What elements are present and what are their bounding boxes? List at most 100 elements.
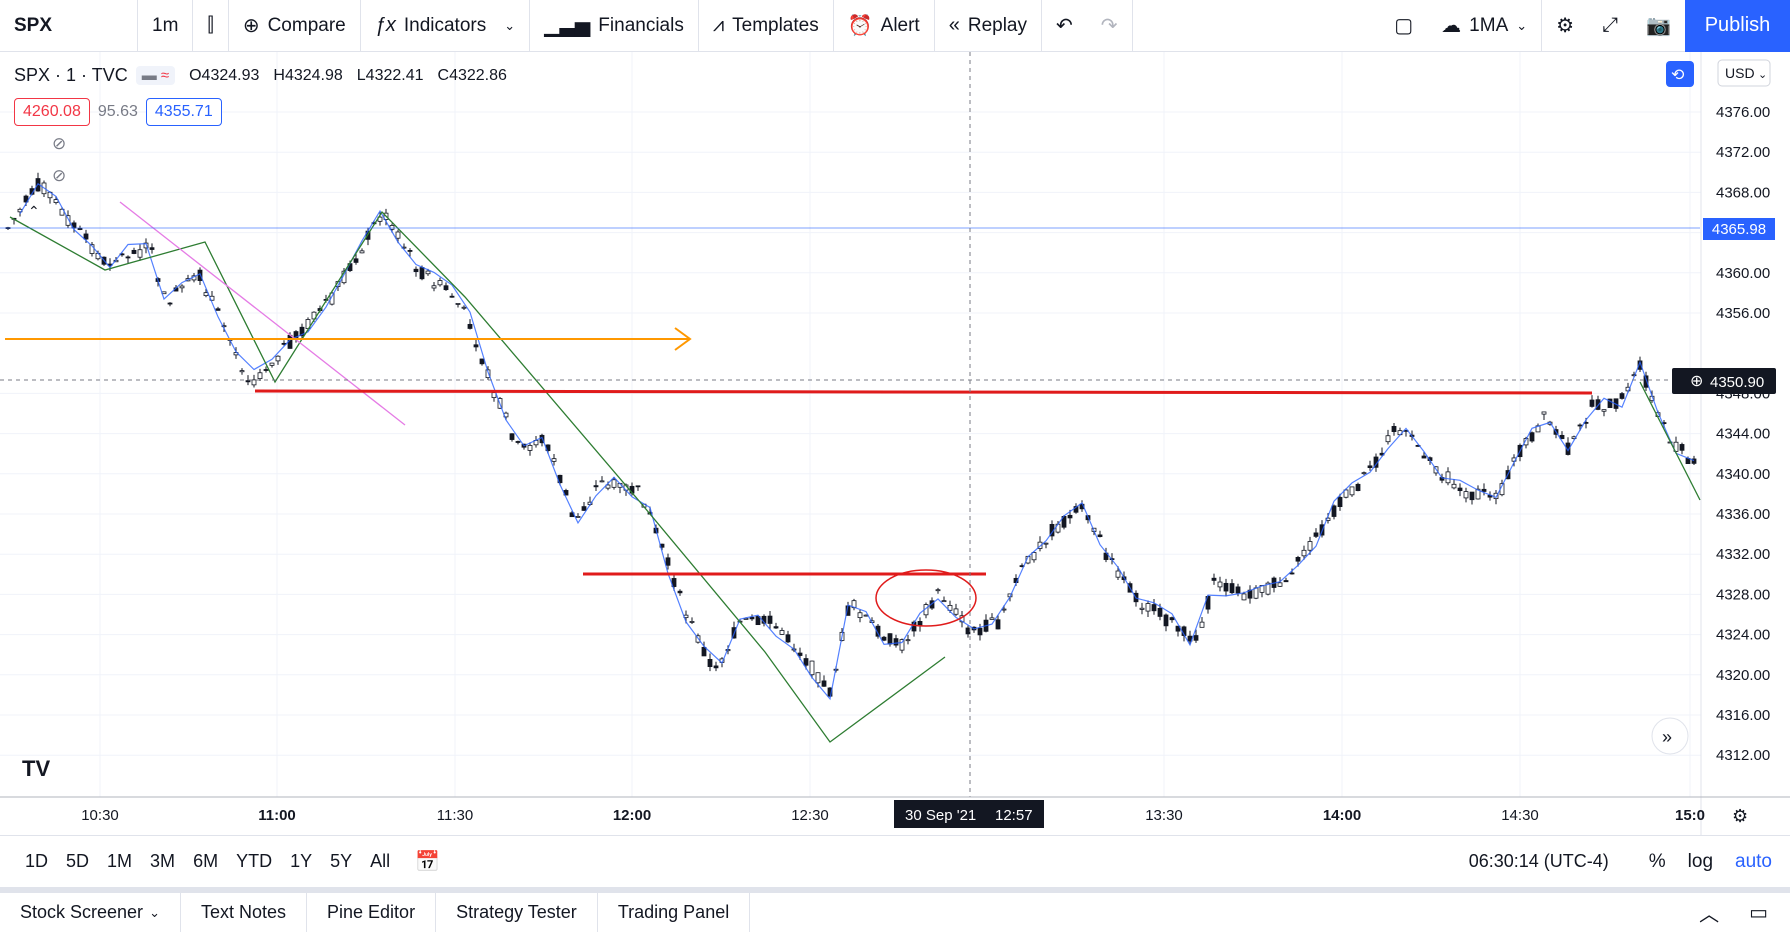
range-1y[interactable]: 1Y xyxy=(290,851,313,871)
candle-body xyxy=(893,638,899,646)
sell-button[interactable]: 4260.08 xyxy=(14,98,90,126)
legend-indicator-pill[interactable]: ▬ ≈ xyxy=(135,66,176,85)
alert-label: Alert xyxy=(880,14,920,36)
drawings xyxy=(0,52,1701,797)
candle-body xyxy=(611,479,617,488)
alert-button[interactable]: ⏰ Alert xyxy=(834,0,935,52)
currency-select[interactable] xyxy=(1717,59,1771,87)
range-5y[interactable]: 5Y xyxy=(330,851,353,871)
price-chart[interactable]: 4376.004372.004368.004364.004360.004356.… xyxy=(0,52,1790,835)
time-tick-label: 11:00 xyxy=(258,807,296,824)
chart-legend: SPX · 1 · TVC ▬ ≈ O4324.93 H4324.98 L432… xyxy=(14,65,507,86)
candle-body xyxy=(479,358,485,365)
crosshair-price-badge[interactable] xyxy=(1672,368,1776,394)
symbol-search[interactable]: SPX xyxy=(0,0,138,52)
fx-icon: ƒx xyxy=(374,14,396,36)
range-1m[interactable]: 1M xyxy=(107,851,133,871)
candle-body xyxy=(1115,570,1121,578)
range-6m[interactable]: 6M xyxy=(193,851,219,871)
candle-body xyxy=(1451,483,1457,489)
top-toolbar: SPX 1m ⫿ ⊕ Compare ƒx Indicators ⌄ ▁▃▅ Finan… xyxy=(0,0,1790,52)
tab-pine-editor[interactable]: Pine Editor xyxy=(307,893,437,932)
crosshair-time-badge xyxy=(894,800,1044,828)
chevron-up-icon[interactable]: ︿ xyxy=(1699,904,1720,926)
undo-button[interactable]: ↶ xyxy=(1042,0,1087,52)
range-1d[interactable]: 1D xyxy=(25,851,49,871)
fullscreen-button[interactable]: ⤢ xyxy=(1588,0,1632,52)
tab-stock-screener[interactable]: Stock Screener ⌄ xyxy=(0,893,181,932)
range-ytd[interactable]: YTD xyxy=(236,851,273,871)
candle-body xyxy=(179,285,185,289)
compare-button[interactable]: ⊕ Compare xyxy=(229,0,361,52)
candle-body xyxy=(1031,552,1037,561)
tab-trading-panel[interactable]: Trading Panel xyxy=(598,893,751,932)
range-5d[interactable]: 5D xyxy=(66,851,90,871)
log-toggle[interactable]: log xyxy=(1687,850,1714,872)
price-tick-label: 4368.00 xyxy=(1716,184,1770,201)
time-axis[interactable]: 10:30 11:00 11:30 12:00 12:30 13:30 14:00 14:30… xyxy=(81,807,1705,824)
scroll-right-button[interactable] xyxy=(1651,717,1689,755)
chevron-up-icon[interactable]: ⌃ xyxy=(28,203,40,219)
chart-type-button[interactable]: ⫿ xyxy=(193,0,229,52)
candle-body xyxy=(665,557,671,566)
range-3m[interactable]: 3M xyxy=(150,851,176,871)
camera-icon: 📷 xyxy=(1646,15,1671,37)
tab-label: Strategy Tester xyxy=(456,902,577,922)
tab-text-notes[interactable]: Text Notes xyxy=(181,893,308,932)
interval-label: 1m xyxy=(152,14,179,36)
candle-body xyxy=(131,249,137,254)
plus-circle-icon: ⊕ xyxy=(242,15,260,37)
redo-button[interactable]: ↷ xyxy=(1087,0,1133,52)
auto-toggle[interactable]: auto xyxy=(1735,850,1772,872)
candle-body xyxy=(473,344,479,348)
plus-icon[interactable]: ⊕ xyxy=(1690,373,1703,390)
range-all[interactable]: All xyxy=(370,851,391,871)
templates-button[interactable]: ⩘ Templates xyxy=(699,0,834,52)
goto-date-icon[interactable]: 📅 xyxy=(415,851,441,873)
clock-text[interactable]: 06:30:14 (UTC-4) xyxy=(1468,851,1609,871)
candle-body xyxy=(821,680,827,687)
eye-off-icon[interactable]: ⊘ xyxy=(52,166,66,185)
maximize-panel-icon[interactable]: ▭ xyxy=(1749,902,1768,924)
percent-toggle[interactable]: % xyxy=(1648,850,1666,872)
financials-button[interactable]: ▁▃▅ Financials xyxy=(530,0,699,52)
candle-body xyxy=(1331,505,1337,517)
candle-body xyxy=(1277,582,1283,587)
date-ranges: 1D 5D 1M 3M 6M YTD 1Y 5Y All xyxy=(0,851,399,872)
candle-body xyxy=(581,506,587,511)
candle-body xyxy=(1475,488,1481,500)
crosshair-price-text: 4350.90 xyxy=(1710,374,1764,391)
interval-button[interactable]: 1m xyxy=(138,0,194,52)
candle-body xyxy=(701,646,707,657)
candle-body xyxy=(875,625,881,637)
settings-button[interactable]: ⚙ xyxy=(1542,0,1588,52)
ma-layout-button[interactable]: ☁ 1MA ⌄ xyxy=(1427,0,1543,52)
candle-body xyxy=(1691,458,1697,464)
indicators-button[interactable]: ƒx Indicators ⌄ xyxy=(361,0,531,52)
trend-pink-line xyxy=(119,201,406,426)
tv-logo-icon[interactable]: TV xyxy=(22,756,50,781)
chart-area[interactable]: 4376.004372.004368.004364.004360.004356.… xyxy=(0,52,1790,887)
crosshair-date-text: 30 Sep '21 xyxy=(905,807,976,824)
replay-button[interactable]: « Replay xyxy=(935,0,1042,52)
candle-body xyxy=(1607,398,1613,408)
time-tick-label: 11:30 xyxy=(437,807,473,824)
gear-icon[interactable]: ⚙ xyxy=(1732,806,1748,826)
candle-body xyxy=(767,615,773,624)
layout-button[interactable]: ▢ xyxy=(1380,0,1427,52)
time-tick-label: 14:30 xyxy=(1501,807,1539,824)
tab-label: Text Notes xyxy=(200,902,287,922)
eye-off-icon[interactable]: ⊘ xyxy=(52,134,66,153)
candle-body xyxy=(1481,488,1487,492)
price-axis[interactable]: 4376.004372.004368.004364.004360.004356.… xyxy=(1716,104,1770,764)
price-tick-label: 4344.00 xyxy=(1716,426,1770,443)
legend-title[interactable]: SPX · 1 · TVC xyxy=(14,65,128,85)
candle-body xyxy=(77,227,83,230)
fullscreen-icon: ⤢ xyxy=(1602,14,1619,36)
tab-strategy-tester[interactable]: Strategy Tester xyxy=(436,893,598,932)
buy-button[interactable]: 4355.71 xyxy=(145,98,222,126)
snapshot-button[interactable]: 📷 xyxy=(1632,0,1685,52)
legend-close: C4322.86 xyxy=(437,66,507,84)
publish-button[interactable]: Publish xyxy=(1685,0,1790,52)
auto-scale-button[interactable] xyxy=(1666,61,1694,87)
